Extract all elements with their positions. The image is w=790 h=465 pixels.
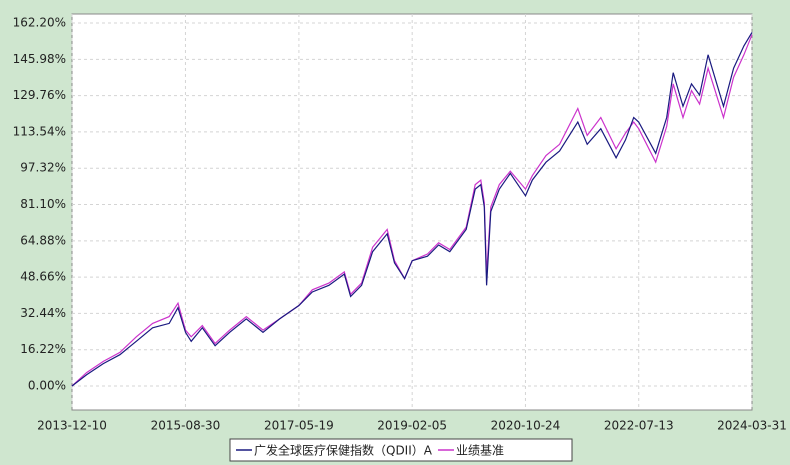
y-tick-label: 0.00% [28, 379, 66, 393]
x-tick-label: 2020-10-24 [491, 419, 561, 433]
legend-label: 业绩基准 [456, 444, 504, 458]
y-tick-label: 64.88% [20, 233, 66, 247]
y-tick-label: 97.32% [20, 161, 66, 175]
y-tick-label: 113.54% [13, 124, 66, 138]
series-line [71, 34, 753, 387]
y-tick-label: 16.22% [20, 342, 66, 356]
legend-label: 广发全球医疗保健指数（QDII）A [254, 443, 433, 458]
y-tick-label: 162.20% [13, 16, 66, 30]
y-tick-label: 48.66% [20, 270, 66, 284]
x-tick-label: 2024-03-31 [717, 419, 787, 433]
y-tick-label: 32.44% [20, 306, 66, 320]
x-tick-label: 2022-07-13 [604, 419, 674, 433]
x-tick-label: 2017-05-19 [264, 419, 334, 433]
legend [229, 438, 573, 462]
y-tick-label: 81.10% [20, 197, 66, 211]
series-line [71, 32, 753, 387]
x-tick-label: 2013-12-10 [37, 419, 107, 433]
y-tick-label: 129.76% [13, 88, 66, 102]
x-tick-label: 2015-08-30 [151, 419, 221, 433]
y-tick-label: 145.98% [13, 52, 66, 66]
x-tick-label: 2019-02-05 [377, 419, 447, 433]
